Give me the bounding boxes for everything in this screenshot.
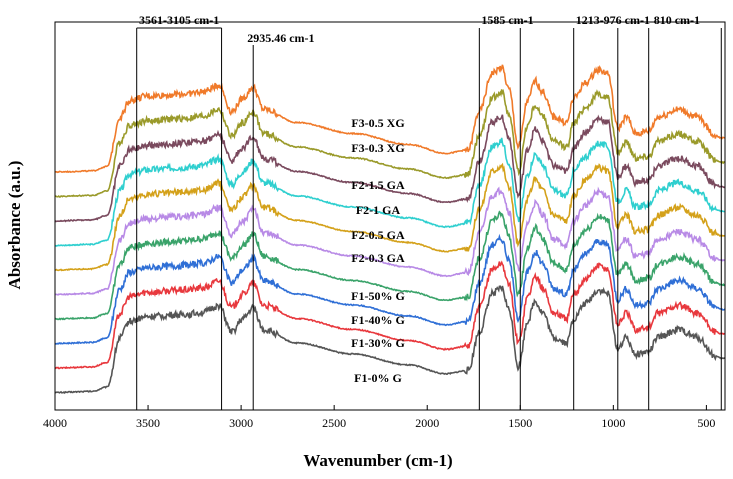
x-tick-label: 2500 [322,416,346,430]
x-tick-label: 4000 [43,416,67,430]
series-line-9 [54,88,726,198]
annotation-4: 1213-976 cm-1 [573,13,650,410]
series-layer [54,64,726,395]
series-line-10 [54,64,726,174]
y-axis-title: Absorbance (a.u.) [5,161,24,290]
series-line-2 [54,260,726,370]
x-tick-label: 3000 [229,416,253,430]
series-label-7: F2-1 GA [356,203,401,217]
series-label-1: F1-0% G [354,371,402,385]
annotation-label: 2935.46 cm-1 [247,31,314,45]
series-label-5: F2-0.3 GA [351,251,405,265]
annotation-label: 1585 cm-1 [481,13,533,27]
annotation-label: 1213-976 cm-1 [576,13,650,27]
series-line-6 [54,162,726,272]
series-line-4 [54,210,725,321]
annotation-3: 1585 cm-1 [478,13,534,410]
x-tick-label: 2000 [415,416,439,430]
series-line-3 [54,233,726,346]
annotation-layer: 3561-3105 cm-1 2935.46 cm-1 1585 cm-1 1213-… [136,13,722,410]
annotation-2: 2935.46 cm-1 [247,31,315,410]
x-axis-title: Wavenumber (cm-1) [303,451,452,470]
annotation-5: 810 cm-1 [648,13,722,410]
series-label-4: F1-50% G [351,289,405,303]
series-line-5 [54,186,726,296]
axes-layer: 4000 3500 3000 2500 2000 1500 1000 500 [43,21,726,430]
x-tick-label: 500 [697,416,715,430]
x-tick-label: 1000 [601,416,625,430]
series-label-9: F3-0.3 XG [351,141,404,155]
annotation-label: 810 cm-1 [654,13,700,27]
x-tick-label: 1500 [508,416,532,430]
series-label-10: F3-0.5 XG [351,116,404,130]
x-tick-label: 3500 [136,416,160,430]
series-label-2: F1-30% G [351,336,405,350]
series-label-6: F2-0.5 GA [351,228,405,242]
series-labels: F1-0% G F1-30% G F1-40% G F1-50% G F2-0.3 GA… [351,116,405,385]
series-label-3: F1-40% G [351,313,405,327]
series-line-7 [54,137,726,247]
plot-frame [54,21,726,411]
series-line-1 [54,285,725,395]
annotation-label: 3561-3105 cm-1 [139,13,219,27]
series-line-8 [54,114,726,223]
annotation-1: 3561-3105 cm-1 [136,13,223,410]
series-label-8: F2-1.5 GA [351,178,405,192]
